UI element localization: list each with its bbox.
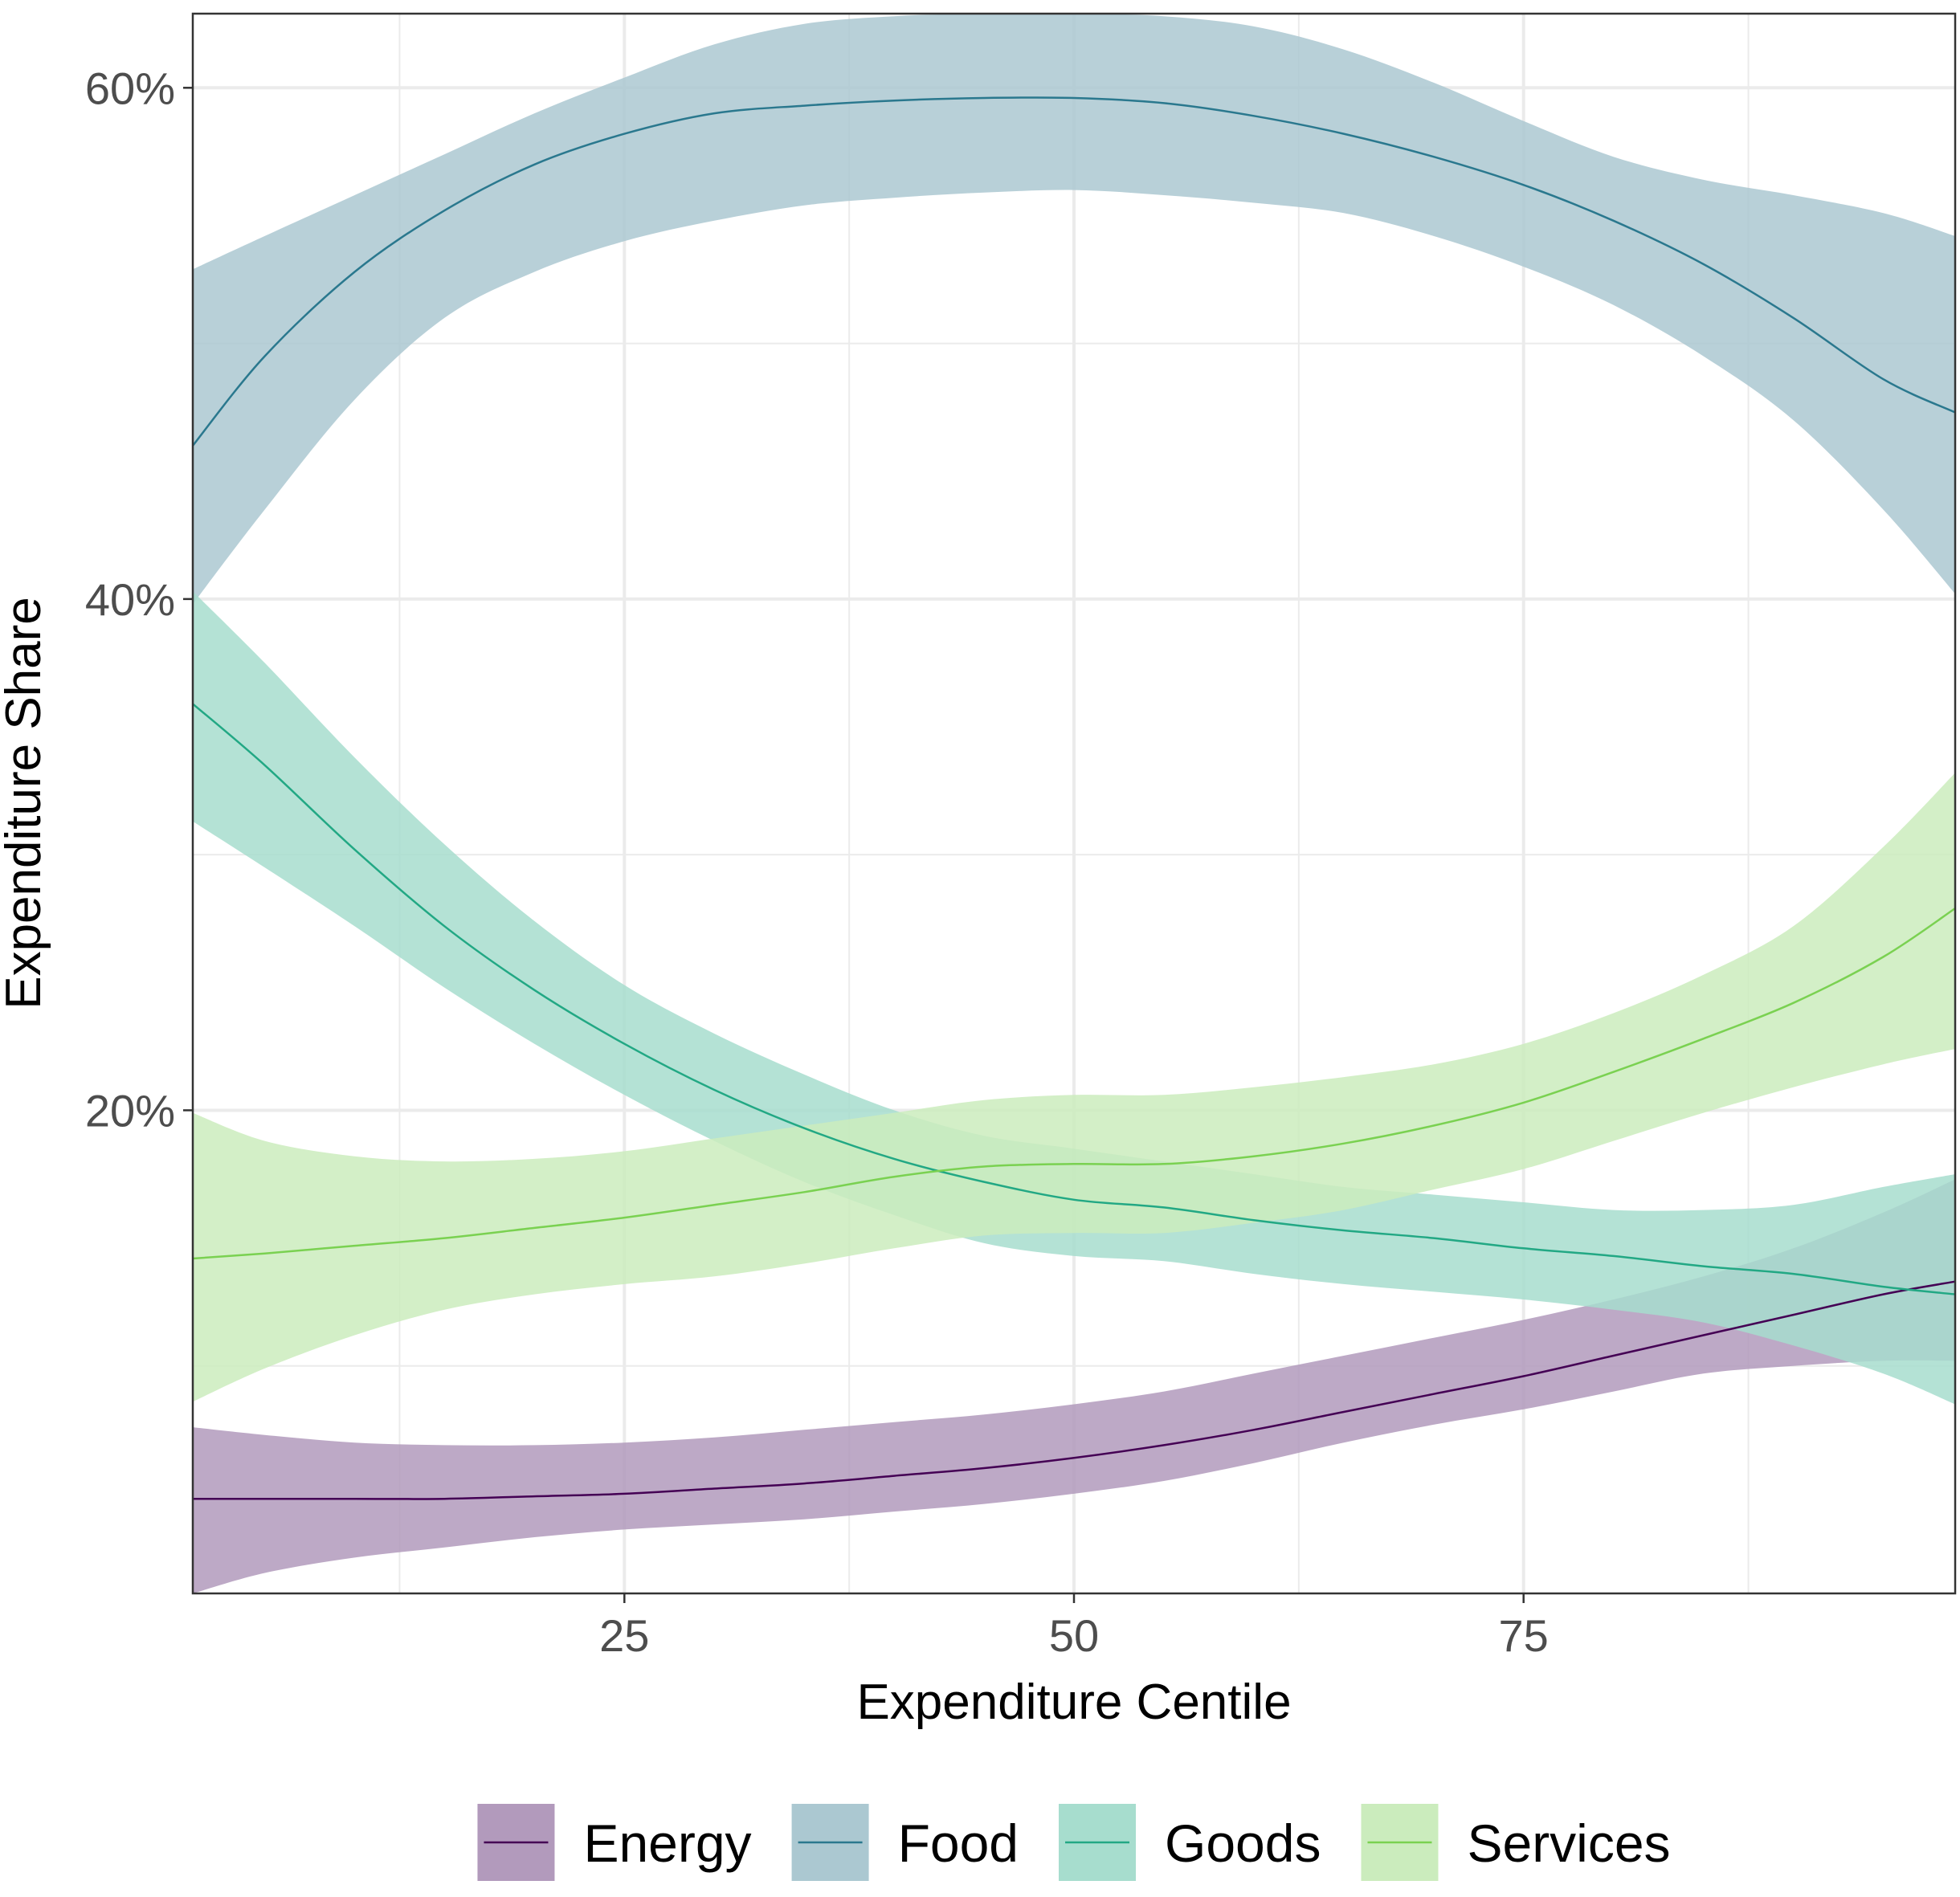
x-axis-title: Expenditure Centile: [856, 1675, 1291, 1730]
legend-item-services: Services: [1361, 1804, 1671, 1881]
legend-item-food: Food: [791, 1804, 1019, 1881]
line-energy: [193, 1280, 1956, 1500]
series-lines: [192, 96, 1956, 1500]
band-food: [193, 13, 1955, 605]
legend-label-services: Services: [1467, 1813, 1670, 1873]
y-tick-label: 60%: [85, 63, 175, 113]
x-tick-label: 75: [1499, 1610, 1549, 1661]
line-services: [192, 907, 1956, 1260]
legend-label-food: Food: [898, 1813, 1019, 1873]
legend-item-energy: Energy: [477, 1804, 752, 1881]
legend: Energy Food Goods Services: [477, 1804, 1671, 1881]
y-tick-label: 20%: [85, 1085, 175, 1136]
x-axis: 25 50 75: [599, 1593, 1549, 1661]
legend-item-goods: Goods: [1059, 1804, 1321, 1881]
legend-label-energy: Energy: [583, 1813, 751, 1873]
y-tick-label: 40%: [85, 574, 175, 625]
line-goods: [192, 703, 1956, 1295]
band-services: [193, 773, 1955, 1402]
y-axis-title: Expenditure Share: [0, 597, 51, 1010]
line-food: [192, 96, 1956, 447]
y-axis: 20% 40% 60%: [85, 63, 193, 1136]
x-tick-label: 50: [1049, 1610, 1099, 1661]
band-energy: [193, 1179, 1955, 1593]
legend-label-goods: Goods: [1165, 1813, 1321, 1873]
x-tick-label: 25: [599, 1610, 649, 1661]
